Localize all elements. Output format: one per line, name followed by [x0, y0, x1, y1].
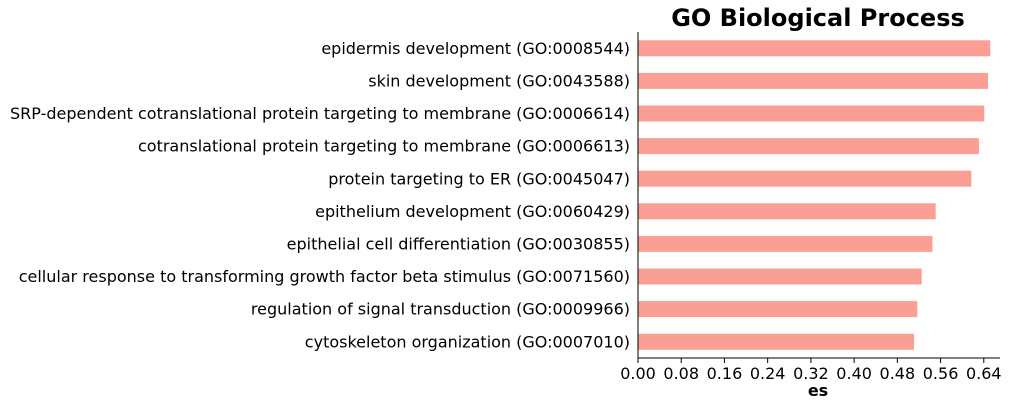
category-label-1: epidermis development (GO:0008544) [321, 39, 630, 58]
bar-5 [638, 170, 972, 187]
category-label-10: cytoskeleton organization (GO:0007010) [305, 332, 630, 351]
x-tick-label-3: 0.16 [707, 364, 743, 383]
bar-1 [638, 40, 991, 57]
category-labels: epidermis development (GO:0008544) skin d… [10, 39, 630, 351]
category-label-3: SRP-dependent cotranslational protein ta… [10, 104, 630, 123]
x-tick-label-2: 0.08 [663, 364, 699, 383]
bar-4 [638, 138, 979, 155]
x-tick-label-5: 0.32 [793, 364, 829, 383]
x-tick-label-8: 0.56 [923, 364, 959, 383]
x-tick-label-7: 0.48 [880, 364, 916, 383]
category-label-9: regulation of signal transduction (GO:00… [251, 300, 630, 319]
bar-8 [638, 268, 922, 285]
x-tick-label-1: 0.00 [620, 364, 656, 383]
category-label-5: protein targeting to ER (GO:0045047) [328, 169, 630, 188]
x-tick-label-9: 0.64 [966, 364, 1002, 383]
bar-7 [638, 235, 933, 252]
category-label-2: skin development (GO:0043588) [368, 72, 630, 91]
chart-title: GO Biological Process [671, 4, 965, 32]
x-tick-label-4: 0.24 [750, 364, 786, 383]
bar-2 [638, 72, 989, 89]
bar-9 [638, 301, 918, 318]
bar-6 [638, 203, 936, 220]
x-tick-label-6: 0.40 [836, 364, 872, 383]
x-ticks: 0.00 0.08 0.16 0.24 0.32 0.40 0.48 0.56 0.64 [620, 358, 1002, 383]
bar-10 [638, 333, 915, 350]
category-label-4: cotranslational protein targeting to mem… [138, 137, 630, 156]
category-label-7: epithelial cell differentiation (GO:0030… [287, 235, 630, 254]
x-axis-label: es [808, 381, 828, 400]
bar-3 [638, 105, 985, 122]
bars-group [638, 40, 991, 350]
category-label-8: cellular response to transforming growth… [19, 267, 630, 286]
category-label-6: epithelium development (GO:0060429) [315, 202, 630, 221]
